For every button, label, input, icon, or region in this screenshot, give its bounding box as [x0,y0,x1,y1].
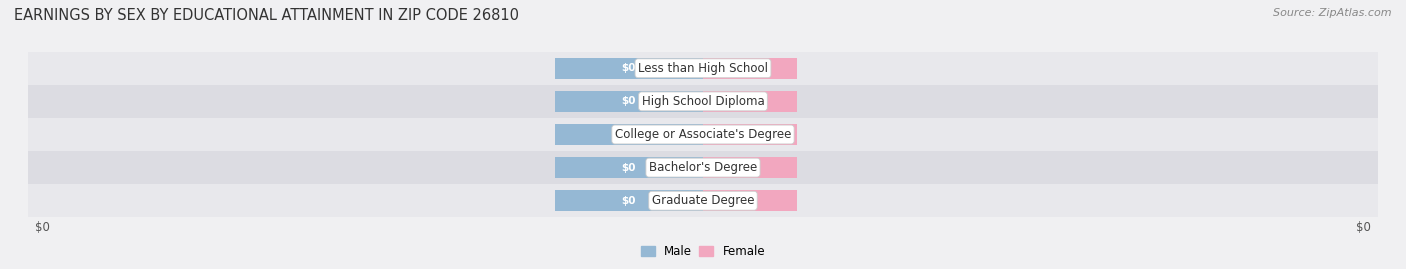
Text: $0: $0 [621,63,636,73]
Text: College or Associate's Degree: College or Associate's Degree [614,128,792,141]
Bar [28,85,1378,118]
Text: $0: $0 [621,129,636,140]
Text: $0: $0 [621,162,636,173]
Legend: Male, Female: Male, Female [636,240,770,263]
Text: $0: $0 [1357,221,1371,234]
Bar [28,118,1378,151]
Bar [554,91,703,112]
Bar [554,190,703,211]
Text: Bachelor's Degree: Bachelor's Degree [650,161,756,174]
Bar [703,190,797,211]
Text: $0: $0 [742,196,758,206]
Text: $0: $0 [621,196,636,206]
Bar [703,124,797,145]
Text: Less than High School: Less than High School [638,62,768,75]
Text: Graduate Degree: Graduate Degree [652,194,754,207]
Text: $0: $0 [35,221,49,234]
Bar [554,157,703,178]
Text: High School Diploma: High School Diploma [641,95,765,108]
Bar [703,58,797,79]
Bar [554,124,703,145]
Bar [28,184,1378,217]
Text: $0: $0 [742,162,758,173]
Text: EARNINGS BY SEX BY EDUCATIONAL ATTAINMENT IN ZIP CODE 26810: EARNINGS BY SEX BY EDUCATIONAL ATTAINMEN… [14,8,519,23]
Text: $0: $0 [621,96,636,107]
Bar [554,58,703,79]
Bar [28,52,1378,85]
Bar [703,91,797,112]
Bar [703,157,797,178]
Text: $0: $0 [742,96,758,107]
Text: Source: ZipAtlas.com: Source: ZipAtlas.com [1274,8,1392,18]
Text: $0: $0 [742,129,758,140]
Bar [28,151,1378,184]
Text: $0: $0 [742,63,758,73]
